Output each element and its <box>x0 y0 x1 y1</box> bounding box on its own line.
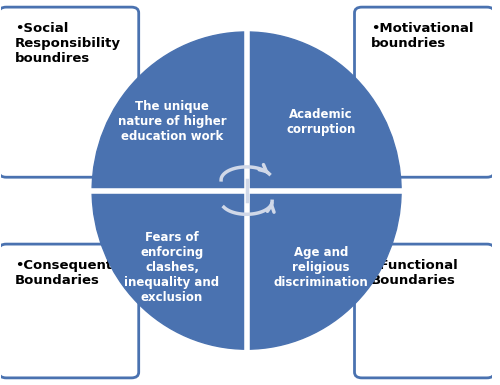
FancyBboxPatch shape <box>354 7 494 177</box>
Text: •Motivational
boundries: •Motivational boundries <box>370 22 473 50</box>
Ellipse shape <box>92 32 401 349</box>
Text: The unique
nature of higher
education work: The unique nature of higher education wo… <box>118 100 226 143</box>
Text: •Social
Responsibility
boundires: •Social Responsibility boundires <box>15 22 121 65</box>
FancyBboxPatch shape <box>0 244 138 378</box>
Text: •Functional
Boundaries: •Functional Boundaries <box>370 259 458 287</box>
FancyBboxPatch shape <box>0 7 138 177</box>
FancyBboxPatch shape <box>354 244 494 378</box>
Text: Fears of
enforcing
clashes,
inequality and
exclusion: Fears of enforcing clashes, inequality a… <box>124 231 220 303</box>
Text: Age and
religious
discrimination: Age and religious discrimination <box>274 246 368 288</box>
Text: •Consequential
Boundaries: •Consequential Boundaries <box>15 259 130 287</box>
Text: Academic
corruption: Academic corruption <box>286 108 356 136</box>
